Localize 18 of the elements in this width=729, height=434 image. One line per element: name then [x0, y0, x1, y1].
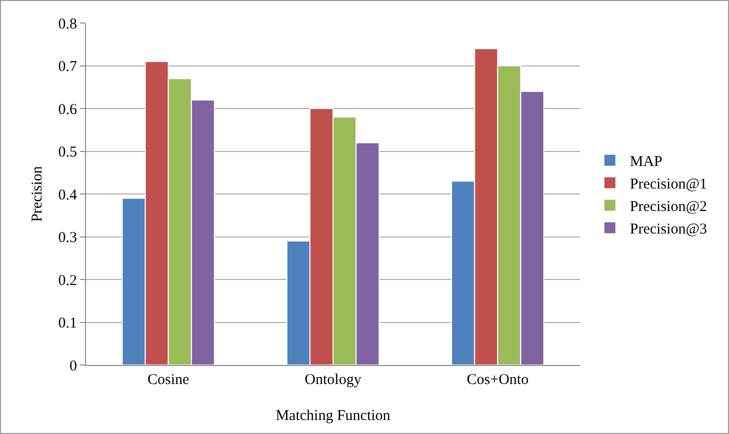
- y-tick-label: 0.7: [58, 59, 78, 75]
- x-axis-title: Matching Function: [276, 408, 391, 424]
- y-tick-label: 0.5: [58, 144, 77, 160]
- y-tick-label: 0.8: [58, 16, 77, 32]
- legend-label: Precision@1: [630, 176, 708, 193]
- x-tick-label: Cosine: [147, 372, 190, 388]
- x-tick-label: Ontology: [304, 372, 362, 388]
- legend-label: Precision@3: [630, 222, 708, 238]
- x-tick-label: Cos+Onto: [466, 372, 529, 388]
- y-tick-label: 0.2: [58, 272, 77, 289]
- y-tick-label: 0.1: [58, 316, 77, 332]
- y-axis-title: Precision: [30, 166, 46, 222]
- legend-label: Precision@2: [630, 199, 708, 216]
- y-tick-label: 0.6: [58, 102, 78, 118]
- y-tick-label: 0.3: [58, 230, 77, 246]
- y-tick-label: 0.4: [58, 187, 78, 204]
- y-tick-label: 0: [70, 358, 77, 374]
- legend-label: MAP: [630, 154, 662, 170]
